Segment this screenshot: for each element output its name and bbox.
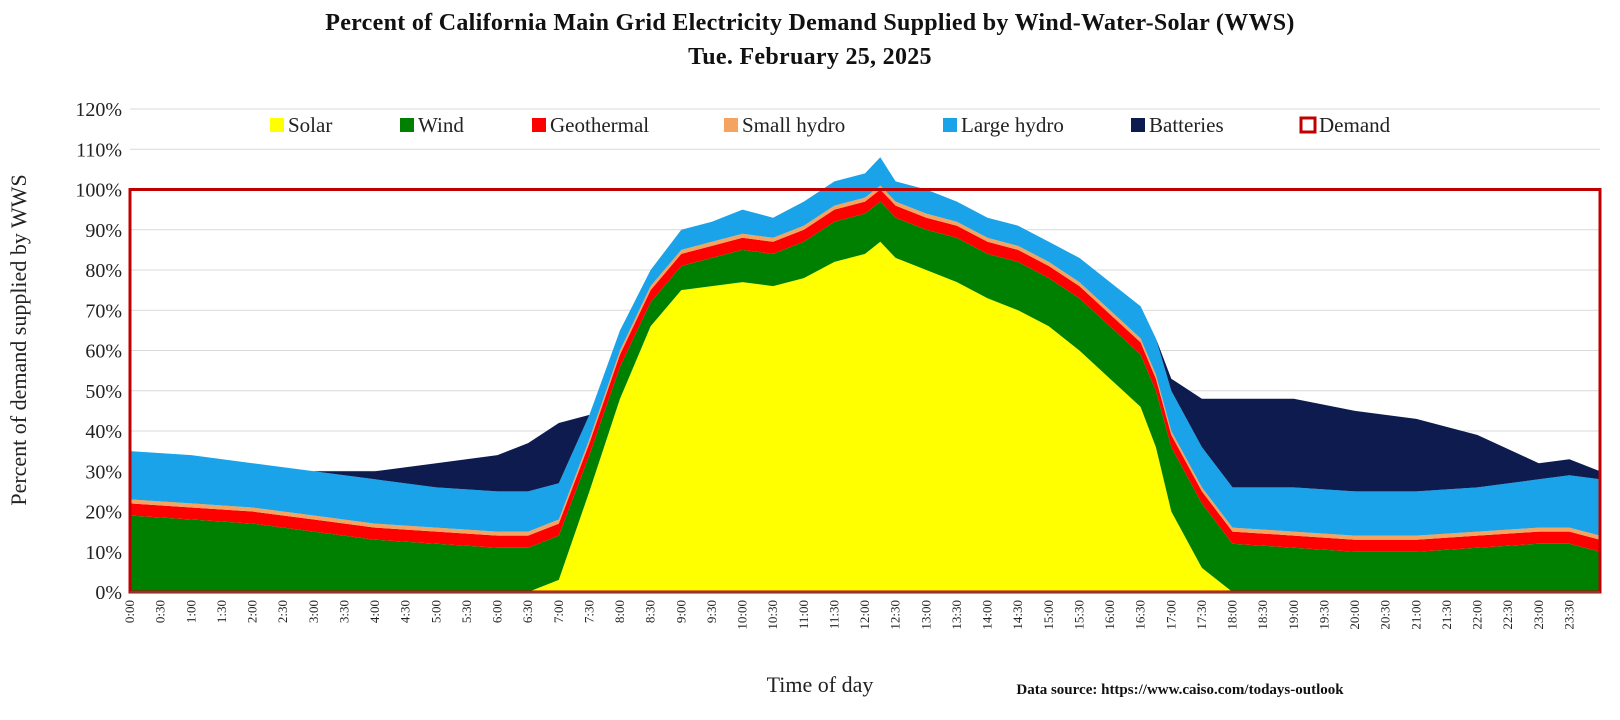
x-tick-label: 3:30: [336, 600, 351, 623]
series-area-batteries: [130, 157, 1600, 492]
legend-swatch-demand: [1299, 116, 1317, 134]
x-tick-label: 2:30: [275, 600, 290, 623]
x-tick-label: 8:00: [612, 600, 627, 623]
x-tick-label: 15:00: [1041, 600, 1056, 630]
y-tick-label: 0%: [95, 582, 122, 604]
chart-subtitle: Tue. February 25, 2025: [688, 44, 932, 70]
series-area-solar: [130, 241, 1600, 593]
legend-swatch-batteries: [1131, 118, 1145, 132]
series-area-large-hydro: [130, 157, 1600, 536]
x-tick-label: 22:30: [1500, 600, 1515, 630]
x-tick-label: 1:30: [214, 600, 229, 623]
y-tick-label: 10%: [85, 542, 122, 564]
data-source-note: Data source: https://www.caiso.com/today…: [1016, 682, 1344, 698]
legend-label: Large hydro: [961, 113, 1064, 137]
x-tick-label: 17:00: [1163, 600, 1178, 630]
legend-swatch-large-hydro: [943, 118, 957, 132]
x-tick-label: 3:00: [306, 600, 321, 623]
x-tick-label: 17:30: [1194, 600, 1209, 630]
x-tick-label: 0:00: [122, 600, 137, 623]
x-tick-label: 12:30: [888, 600, 903, 630]
x-axis-label: Time of day: [767, 672, 874, 697]
x-tick-label: 23:00: [1531, 600, 1546, 630]
y-tick-label: 70%: [85, 300, 122, 322]
legend-swatch-geothermal: [532, 118, 546, 132]
legend-label: Batteries: [1149, 113, 1224, 137]
x-tick-label: 6:00: [490, 600, 505, 623]
x-tick-label: 18:30: [1255, 600, 1270, 630]
x-tick-label: 22:00: [1470, 600, 1485, 630]
x-tick-label: 9:00: [673, 600, 688, 623]
y-tick-label: 110%: [76, 139, 122, 161]
y-tick-label: 50%: [85, 381, 122, 403]
x-tick-label: 1:00: [183, 600, 198, 623]
x-tick-label: 6:30: [520, 600, 535, 623]
legend-label: Geothermal: [550, 113, 649, 137]
x-tick-label: 13:00: [918, 600, 933, 630]
x-tick-label: 9:30: [704, 600, 719, 623]
legend-swatch-small-hydro: [724, 118, 738, 132]
x-tick-label: 7:30: [581, 600, 596, 623]
legend-label: Wind: [418, 113, 464, 137]
y-tick-label: 100%: [75, 180, 122, 202]
x-tick-label: 4:00: [367, 600, 382, 623]
stacked-areas: [128, 157, 1602, 594]
x-tick-label: 4:30: [398, 600, 413, 623]
x-tick-label: 11:00: [796, 600, 811, 629]
legend: Solar Wind Geothermal Small hydro Large hydr…: [270, 113, 1391, 137]
series-area-wind: [130, 201, 1600, 592]
x-tick-label: 23:30: [1561, 600, 1576, 630]
legend-label: Solar: [288, 113, 332, 137]
legend-swatch-solar: [270, 118, 284, 132]
x-tick-label: 19:30: [1316, 600, 1331, 630]
x-tick-label: 10:00: [735, 600, 750, 630]
x-tick-label: 0:30: [153, 600, 168, 623]
series-area-geothermal: [130, 189, 1600, 552]
x-tick-label: 21:00: [1408, 600, 1423, 630]
x-tick-label: 19:00: [1286, 600, 1301, 630]
y-tick-label: 90%: [85, 220, 122, 242]
x-tick-label: 2:00: [245, 600, 260, 623]
x-tick-label: 5:30: [459, 600, 474, 623]
x-tick-label: 15:30: [1071, 600, 1086, 630]
x-tick-label: 10:30: [765, 600, 780, 630]
y-tick-label: 120%: [75, 99, 122, 121]
x-axis: 0:00 0:30 1:00 1:30 2:00 2:30 3:00 3:30 4:00 4:30…: [122, 591, 1600, 630]
legend-swatch-wind: [400, 118, 414, 132]
legend-label: Small hydro: [742, 113, 845, 137]
x-tick-label: 20:00: [1347, 600, 1362, 630]
y-axis-label: Percent of demand supplied by WWS: [6, 174, 31, 505]
x-tick-label: 20:30: [1378, 600, 1393, 630]
x-tick-label: 12:00: [857, 600, 872, 630]
y-tick-label: 40%: [85, 421, 122, 443]
x-tick-label: 7:00: [551, 600, 566, 623]
x-tick-label: 5:00: [428, 600, 443, 623]
x-tick-label: 8:30: [643, 600, 658, 623]
x-tick-label: 11:30: [826, 600, 841, 629]
legend-label: Demand: [1319, 113, 1391, 137]
x-tick-label: 16:00: [1102, 600, 1117, 630]
x-tick-label: 14:30: [1010, 600, 1025, 630]
y-tick-label: 80%: [85, 260, 122, 282]
x-tick-label: 13:30: [949, 600, 964, 630]
x-tick-label: 16:30: [1133, 600, 1148, 630]
x-tick-label: 14:00: [980, 600, 995, 630]
y-tick-label: 60%: [85, 341, 122, 363]
chart-title: Percent of California Main Grid Electric…: [325, 10, 1295, 36]
x-tick-label: 21:30: [1439, 600, 1454, 630]
y-axis: 0% 10% 20% 30% 40% 50% 60% 70% 80% 90% 100% 110% 120…: [75, 99, 122, 604]
y-tick-label: 20%: [85, 502, 122, 524]
y-tick-label: 30%: [85, 461, 122, 483]
x-tick-label: 18:00: [1225, 600, 1240, 630]
